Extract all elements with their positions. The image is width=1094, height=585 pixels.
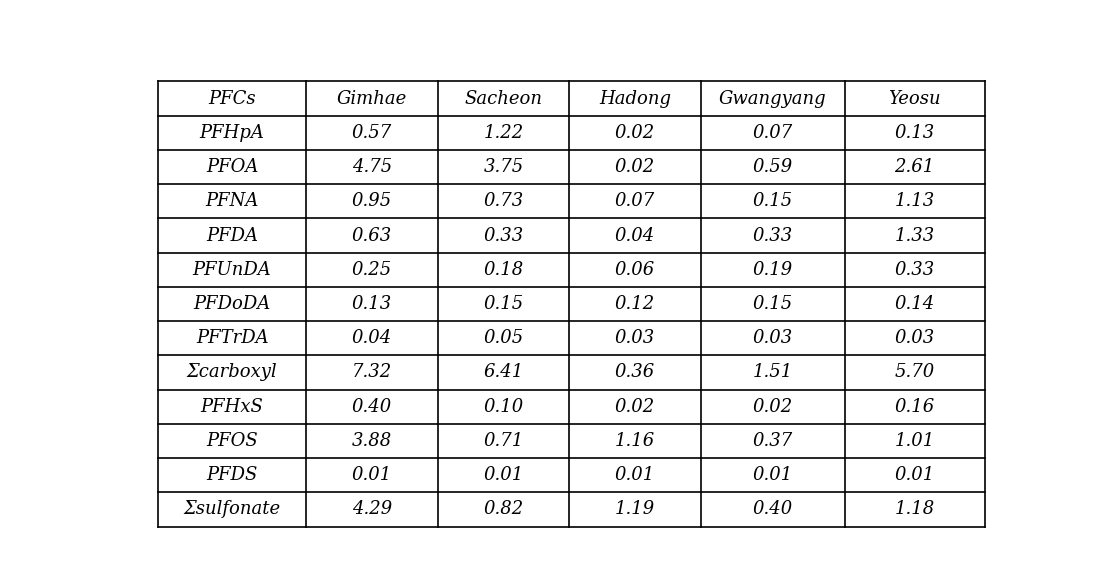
Text: 0.02: 0.02	[615, 124, 655, 142]
Text: 0.33: 0.33	[895, 261, 934, 278]
Text: 4.29: 4.29	[352, 500, 392, 518]
Text: 0.15: 0.15	[753, 295, 793, 313]
Text: 0.15: 0.15	[484, 295, 524, 313]
Text: 0.14: 0.14	[895, 295, 934, 313]
Text: 3.75: 3.75	[484, 158, 524, 176]
Text: 0.03: 0.03	[753, 329, 793, 347]
Text: 0.95: 0.95	[352, 192, 392, 210]
Text: Σcarboxyl: Σcarboxyl	[187, 363, 278, 381]
Text: 0.01: 0.01	[484, 466, 524, 484]
Text: 0.05: 0.05	[484, 329, 524, 347]
Text: 0.07: 0.07	[615, 192, 655, 210]
Text: 0.01: 0.01	[895, 466, 934, 484]
Text: 0.01: 0.01	[615, 466, 655, 484]
Text: 0.02: 0.02	[753, 398, 793, 416]
Text: 1.13: 1.13	[895, 192, 934, 210]
Text: 1.33: 1.33	[895, 226, 934, 245]
Text: 0.33: 0.33	[484, 226, 524, 245]
Text: 0.40: 0.40	[352, 398, 392, 416]
Text: 0.25: 0.25	[352, 261, 392, 278]
Text: 0.57: 0.57	[352, 124, 392, 142]
Text: PFCs: PFCs	[208, 90, 256, 108]
Text: PFHxS: PFHxS	[200, 398, 264, 416]
Text: 4.75: 4.75	[352, 158, 392, 176]
Text: PFDS: PFDS	[207, 466, 258, 484]
Text: 0.01: 0.01	[753, 466, 793, 484]
Text: Gimhae: Gimhae	[337, 90, 407, 108]
Text: 3.88: 3.88	[352, 432, 392, 450]
Text: PFOA: PFOA	[206, 158, 258, 176]
Text: 0.16: 0.16	[895, 398, 934, 416]
Text: PFTrDA: PFTrDA	[196, 329, 268, 347]
Text: 2.61: 2.61	[895, 158, 934, 176]
Text: 0.02: 0.02	[615, 398, 655, 416]
Text: 0.63: 0.63	[352, 226, 392, 245]
Text: PFDA: PFDA	[206, 226, 258, 245]
Text: 1.16: 1.16	[615, 432, 655, 450]
Text: 7.32: 7.32	[352, 363, 392, 381]
Text: 1.18: 1.18	[895, 500, 934, 518]
Text: 0.06: 0.06	[615, 261, 655, 278]
Text: 0.03: 0.03	[615, 329, 655, 347]
Text: Σsulfonate: Σsulfonate	[184, 500, 281, 518]
Text: 1.51: 1.51	[753, 363, 793, 381]
Text: 0.40: 0.40	[753, 500, 793, 518]
Text: 0.04: 0.04	[352, 329, 392, 347]
Text: PFOS: PFOS	[207, 432, 258, 450]
Text: 0.04: 0.04	[615, 226, 655, 245]
Text: 0.02: 0.02	[615, 158, 655, 176]
Text: 0.59: 0.59	[753, 158, 793, 176]
Text: 0.19: 0.19	[753, 261, 793, 278]
Text: 0.13: 0.13	[352, 295, 392, 313]
Text: 0.18: 0.18	[484, 261, 524, 278]
Text: 0.12: 0.12	[615, 295, 655, 313]
Text: PFDoDA: PFDoDA	[194, 295, 270, 313]
Text: 0.36: 0.36	[615, 363, 655, 381]
Text: 0.10: 0.10	[484, 398, 524, 416]
Text: 1.01: 1.01	[895, 432, 934, 450]
Text: 0.33: 0.33	[753, 226, 793, 245]
Text: 0.07: 0.07	[753, 124, 793, 142]
Text: 0.15: 0.15	[753, 192, 793, 210]
Text: Hadong: Hadong	[598, 90, 671, 108]
Text: 0.82: 0.82	[484, 500, 524, 518]
Text: Gwangyang: Gwangyang	[719, 90, 826, 108]
Text: 1.19: 1.19	[615, 500, 655, 518]
Text: PFNA: PFNA	[206, 192, 259, 210]
Text: 0.13: 0.13	[895, 124, 934, 142]
Text: 0.01: 0.01	[352, 466, 392, 484]
Text: 5.70: 5.70	[895, 363, 934, 381]
Text: PFHpA: PFHpA	[200, 124, 265, 142]
Text: 1.22: 1.22	[484, 124, 524, 142]
Text: PFUnDA: PFUnDA	[193, 261, 271, 278]
Text: 0.37: 0.37	[753, 432, 793, 450]
Text: 6.41: 6.41	[484, 363, 524, 381]
Text: Sacheon: Sacheon	[465, 90, 543, 108]
Text: Yeosu: Yeosu	[888, 90, 941, 108]
Text: 0.73: 0.73	[484, 192, 524, 210]
Text: 0.03: 0.03	[895, 329, 934, 347]
Text: 0.71: 0.71	[484, 432, 524, 450]
